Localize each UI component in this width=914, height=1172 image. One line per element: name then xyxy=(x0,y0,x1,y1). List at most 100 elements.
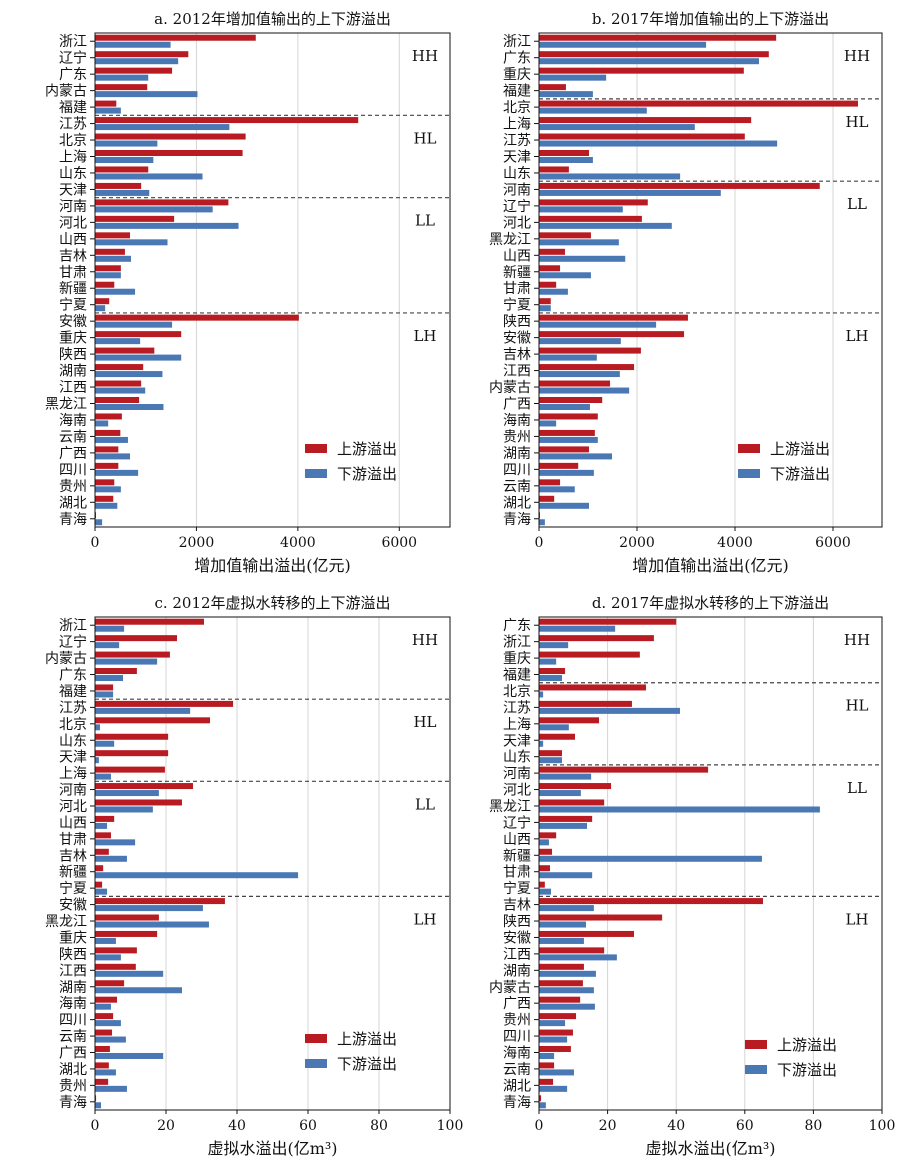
bar-upstream xyxy=(95,314,299,321)
bar-downstream xyxy=(95,321,173,328)
bar-upstream xyxy=(95,914,159,921)
y-tick-label: 天津 xyxy=(503,733,531,749)
bar-downstream xyxy=(95,41,171,48)
legend-swatch-downstream xyxy=(305,1059,327,1068)
y-tick-label: 新疆 xyxy=(503,265,531,281)
bar-upstream xyxy=(539,1029,573,1036)
bar-upstream xyxy=(95,1078,109,1085)
bar-upstream xyxy=(95,117,359,124)
y-tick-label: 甘肃 xyxy=(59,265,87,281)
x-tick-label: 2000 xyxy=(619,535,655,551)
y-tick-label: 吉林 xyxy=(59,848,87,864)
x-tick-label: 100 xyxy=(437,1118,464,1134)
bar-downstream xyxy=(539,157,593,163)
bar-upstream xyxy=(539,700,632,707)
y-tick-label: 宁夏 xyxy=(59,880,87,897)
y-tick-label: 河北 xyxy=(503,215,531,231)
legend-label-upstream: 上游溢出 xyxy=(770,440,830,458)
y-tick-label: 天津 xyxy=(59,182,87,198)
bar-upstream xyxy=(95,429,121,436)
y-tick-label: 内蒙古 xyxy=(45,84,87,100)
bar-upstream xyxy=(95,947,137,954)
y-tick-label: 海南 xyxy=(503,413,531,429)
y-tick-label: 上海 xyxy=(503,117,531,133)
x-tick-label: 80 xyxy=(804,1118,822,1134)
bar-upstream xyxy=(539,133,745,140)
bar-upstream xyxy=(539,1078,554,1085)
bar-downstream xyxy=(95,255,132,262)
x-tick-label: 80 xyxy=(370,1118,388,1134)
legend-swatch-upstream xyxy=(738,444,760,453)
bar-downstream xyxy=(539,691,544,698)
y-tick-label: 陕西 xyxy=(59,947,87,963)
y-tick-label: 山西 xyxy=(503,248,531,264)
bar-upstream xyxy=(95,479,115,486)
legend-label-upstream: 上游溢出 xyxy=(337,1030,397,1048)
bar-downstream xyxy=(539,806,820,813)
bar-upstream xyxy=(539,651,640,658)
bar-upstream xyxy=(95,996,118,1003)
bar-downstream xyxy=(95,107,121,114)
bar-upstream xyxy=(539,668,566,675)
bar-upstream xyxy=(95,1029,113,1036)
bar-upstream xyxy=(95,963,136,970)
y-tick-label: 浙江 xyxy=(59,34,87,50)
y-tick-label: 辽宁 xyxy=(503,814,531,831)
group-label: LL xyxy=(847,195,867,213)
bar-downstream xyxy=(539,436,598,443)
y-tick-label: 甘肃 xyxy=(503,281,531,297)
bar-upstream xyxy=(539,199,648,206)
bar-upstream xyxy=(539,364,635,371)
group-label: HH xyxy=(844,47,870,65)
y-tick-label: 江西 xyxy=(503,364,531,380)
group-label: HL xyxy=(845,697,868,715)
bar-downstream xyxy=(539,625,616,632)
y-tick-label: 北京 xyxy=(503,684,531,700)
bar-upstream xyxy=(95,166,149,173)
bar-upstream xyxy=(539,832,557,839)
bar-downstream xyxy=(95,806,153,813)
bar-downstream xyxy=(539,469,594,476)
bar-upstream xyxy=(539,996,581,1003)
y-tick-label: 宁夏 xyxy=(59,297,87,314)
bar-downstream xyxy=(95,420,109,427)
y-tick-label: 广东 xyxy=(59,67,87,83)
x-tick-label: 20 xyxy=(157,1118,175,1134)
y-tick-label: 贵州 xyxy=(59,479,87,495)
y-tick-label: 江苏 xyxy=(59,700,87,716)
group-label: LL xyxy=(415,795,435,813)
chart-title: d. 2017年虚拟水转移的上下游溢出 xyxy=(592,594,829,612)
y-tick-label: 黑龙江 xyxy=(489,799,531,815)
y-tick-label: 辽宁 xyxy=(59,50,87,67)
bar-downstream xyxy=(539,642,569,649)
bar-upstream xyxy=(539,783,612,790)
bar-upstream xyxy=(95,783,193,790)
bar-upstream xyxy=(95,717,211,724)
bar-upstream xyxy=(95,380,142,387)
bar-upstream xyxy=(95,512,97,519)
bar-upstream xyxy=(95,865,104,872)
bar-downstream xyxy=(95,387,146,394)
bar-upstream xyxy=(95,495,114,502)
bar-downstream xyxy=(539,371,620,378)
bar-upstream xyxy=(539,462,579,469)
bar-downstream xyxy=(539,1102,546,1109)
y-tick-label: 北京 xyxy=(59,133,87,149)
bar-downstream xyxy=(95,1003,111,1010)
bar-upstream xyxy=(95,397,140,403)
bar-upstream xyxy=(539,314,688,321)
bar-downstream xyxy=(539,970,596,977)
bar-upstream xyxy=(539,1013,577,1020)
y-tick-label: 陕西 xyxy=(59,347,87,363)
bar-downstream xyxy=(539,839,549,846)
bar-downstream xyxy=(95,338,141,345)
bar-upstream xyxy=(95,281,115,288)
bar-upstream xyxy=(95,215,175,222)
legend-swatch-upstream xyxy=(305,444,327,453)
bar-downstream xyxy=(95,970,164,977)
x-tick-label: 40 xyxy=(228,1118,246,1134)
x-tick-label: 60 xyxy=(299,1118,317,1134)
bar-upstream xyxy=(539,815,593,822)
